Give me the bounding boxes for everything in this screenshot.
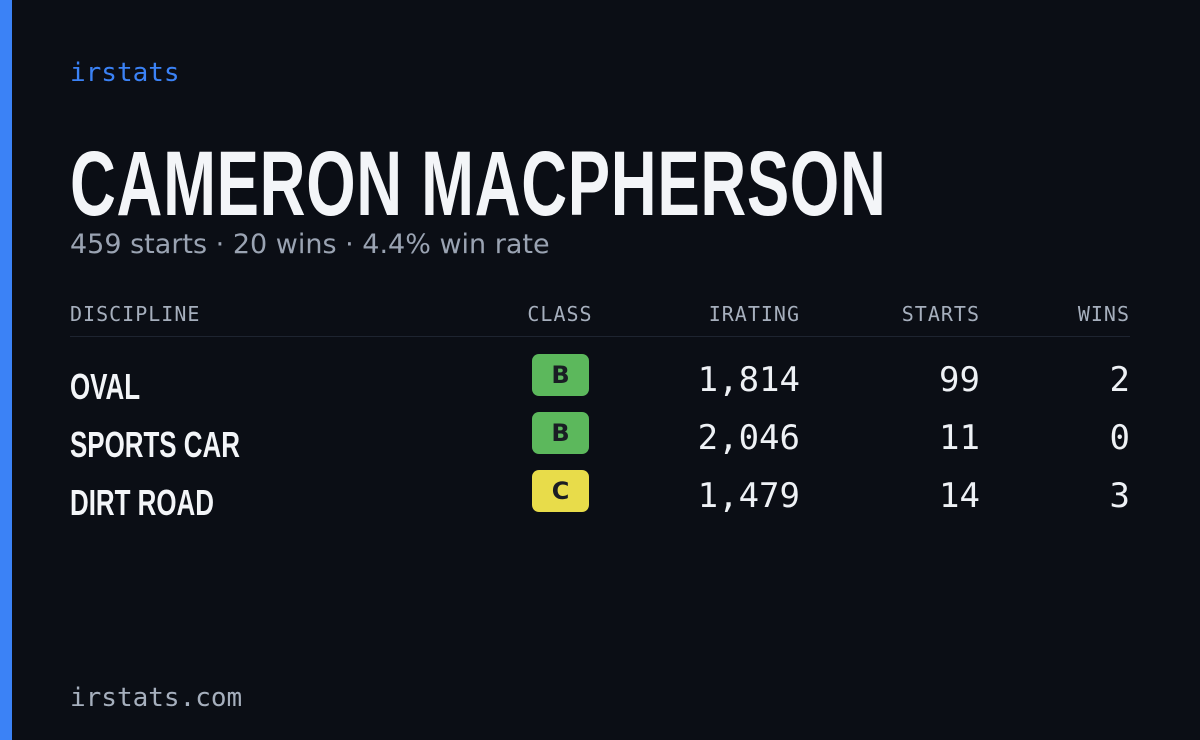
discipline: SPORTS CAR: [70, 424, 240, 465]
column-header: WINS: [1077, 302, 1130, 326]
class-badge: B: [532, 412, 589, 454]
class-badge: C: [532, 470, 589, 512]
accent-bar: [0, 0, 12, 740]
wins: 3: [1109, 476, 1130, 516]
irating: 2,046: [697, 418, 800, 458]
column-header: DISCIPLINE: [70, 302, 201, 326]
column-header: STARTS: [901, 302, 980, 326]
starts: 11: [939, 418, 980, 458]
wins: 2: [1109, 360, 1130, 400]
header-rule: [70, 336, 1130, 337]
class-badge: B: [532, 354, 589, 396]
footer: irstats.com: [70, 683, 243, 713]
column-header: CLASS: [527, 302, 593, 326]
irating: 1,479: [697, 476, 800, 516]
column-header: IRATING: [708, 302, 800, 326]
discipline: DIRT ROAD: [70, 482, 214, 523]
starts: 14: [939, 476, 980, 516]
wins: 0: [1109, 418, 1130, 458]
irating: 1,814: [697, 360, 800, 400]
discipline: OVAL: [70, 366, 141, 407]
brand: irstats: [70, 58, 180, 88]
starts: 99: [939, 360, 980, 400]
player-name: CAMERON MACPHERSON: [70, 133, 887, 235]
player-summary: 459 starts · 20 wins · 4.4% win rate: [70, 229, 550, 260]
